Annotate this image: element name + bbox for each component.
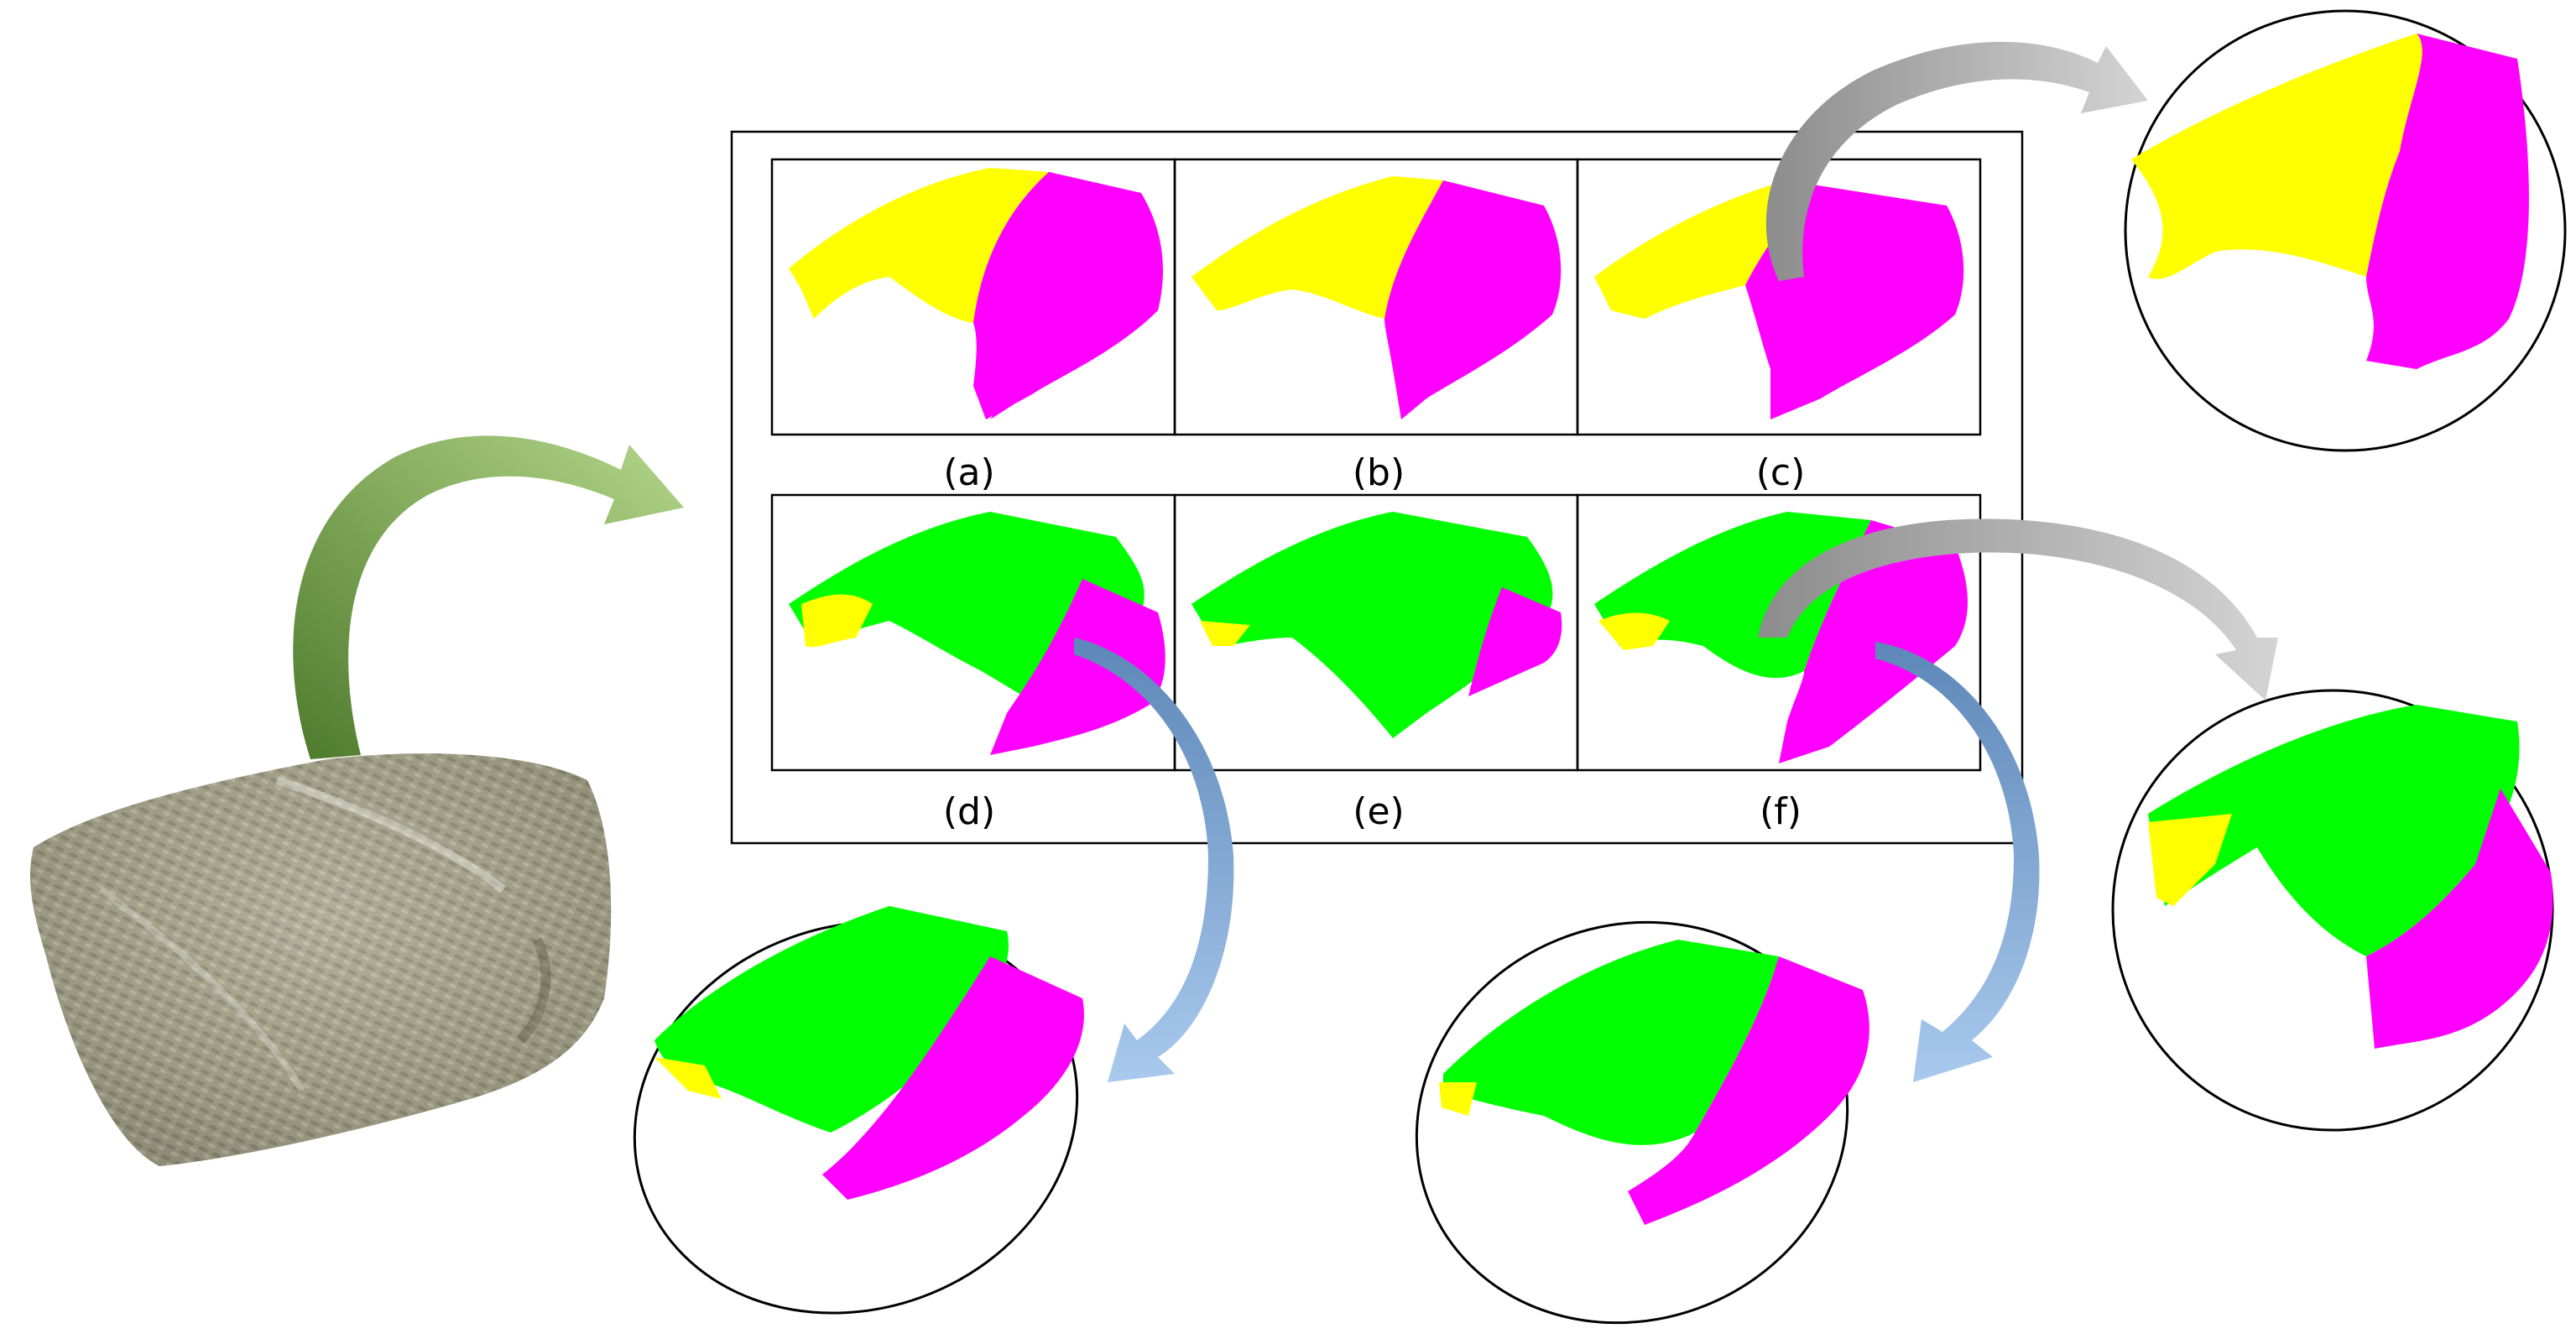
segmentation-b bbox=[1192, 176, 1562, 419]
pellet-bag-image bbox=[29, 753, 612, 1166]
segmentation-d bbox=[789, 512, 1165, 755]
zoom-callout-d bbox=[633, 906, 1084, 1315]
panel-label-c: (c) bbox=[1756, 451, 1806, 494]
panel-label-e: (e) bbox=[1353, 790, 1404, 833]
panel-row-top bbox=[770, 158, 1982, 436]
panel-row-bottom bbox=[770, 493, 1982, 772]
panel-label-b: (b) bbox=[1353, 451, 1405, 494]
green-arrow-icon bbox=[293, 435, 684, 759]
gray-arrow-icon bbox=[1765, 41, 2148, 281]
blue-arrow-icon-2 bbox=[1875, 642, 2040, 1082]
segmentation-e bbox=[1192, 512, 1562, 738]
panel-label-a: (a) bbox=[943, 451, 994, 494]
panel-frame bbox=[730, 130, 2024, 845]
blue-arrow-icon bbox=[1074, 638, 1234, 1082]
panel-label-d: (d) bbox=[943, 790, 995, 833]
zoom-callout-f-right bbox=[2111, 689, 2554, 1132]
zoom-callout-f-bottom bbox=[1415, 920, 1869, 1325]
segmentation-f bbox=[1594, 512, 1968, 763]
zoom-callout-c bbox=[2124, 9, 2567, 452]
panel-label-f: (f) bbox=[1760, 790, 1802, 833]
gray-arrow-icon-2 bbox=[1758, 518, 2278, 701]
segmentation-a bbox=[789, 168, 1163, 419]
